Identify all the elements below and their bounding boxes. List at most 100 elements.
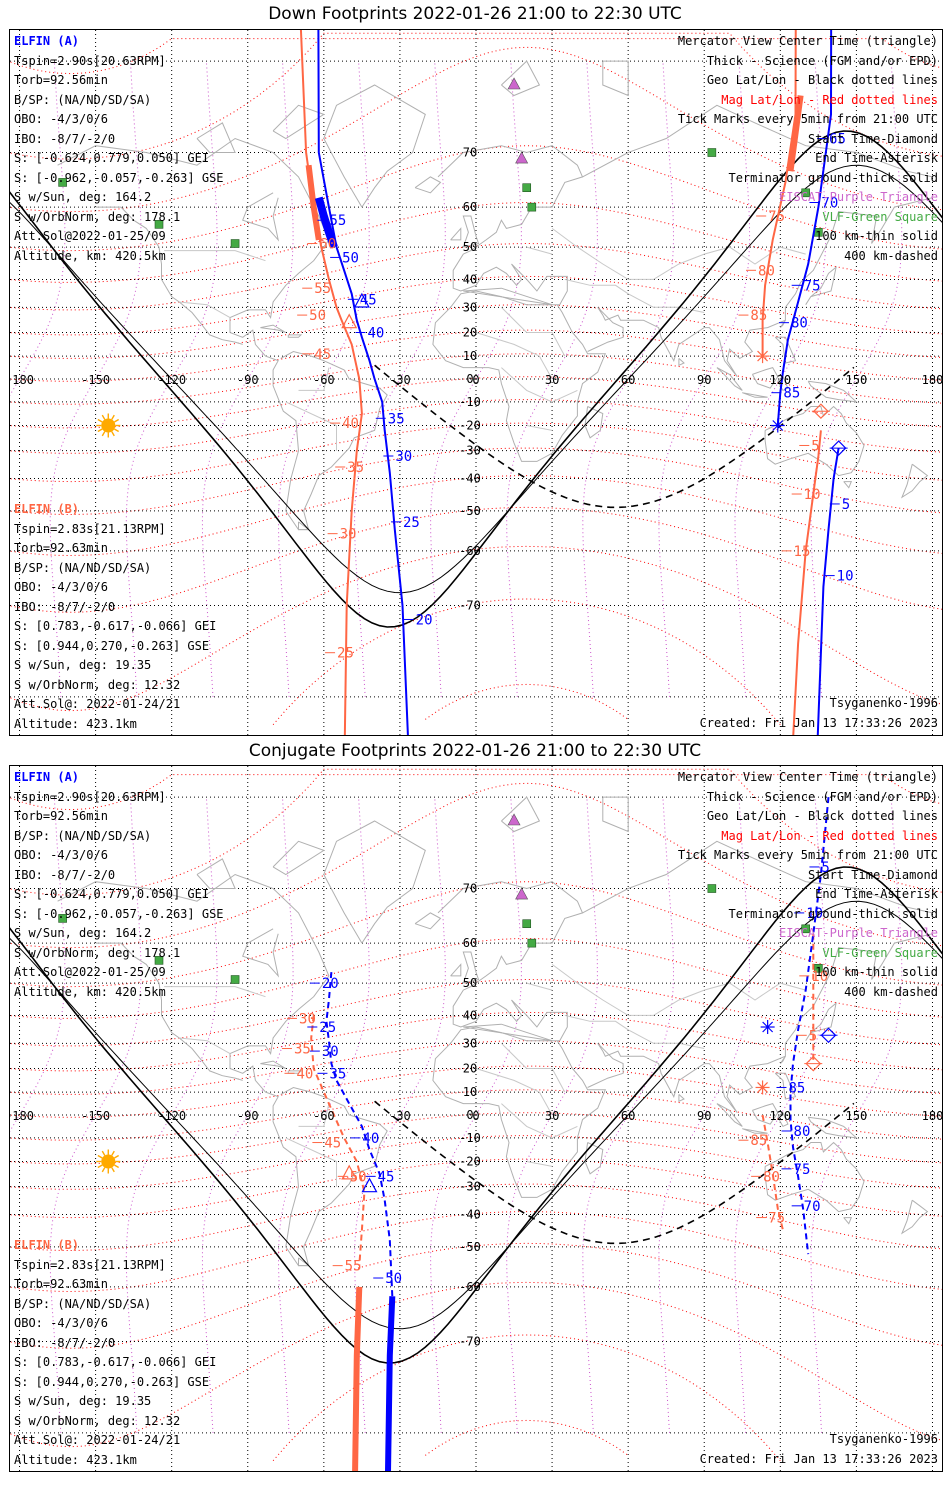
border-line <box>551 963 806 1016</box>
legend-item: Mag Lat/Lon - Red dotted lines <box>721 92 938 107</box>
coastline <box>774 336 797 364</box>
elfin-a-start-diamond <box>820 1027 837 1044</box>
mag-lat-line <box>272 1334 781 1462</box>
sun-ray <box>111 1167 115 1173</box>
vlf-square <box>230 975 240 984</box>
sun-icon <box>96 413 121 438</box>
terminator-ground <box>10 866 942 1364</box>
elfin-a-time-label: 70 <box>821 196 838 212</box>
elfin-a-info-line: Torb=92.56min <box>14 809 108 823</box>
lat-tick-label: -20 <box>459 1155 481 1169</box>
geo-grid <box>10 766 942 1471</box>
border-line <box>285 1137 337 1187</box>
coastline <box>323 84 426 208</box>
coastline <box>260 1060 287 1069</box>
legend-item: 400 km-dashed <box>844 248 938 263</box>
elfin-b-end-asterisk <box>757 350 768 362</box>
elfin-b-info-line: S: [0.783,-0.617,-0.066] GEI <box>14 619 217 633</box>
vlf-square <box>527 202 537 212</box>
mag-lat-line <box>425 683 629 720</box>
vlf-square <box>58 178 67 187</box>
coastline <box>272 104 325 140</box>
legend-item: Start Time-Diamond <box>807 131 938 146</box>
elfin-a-info: ELFIN (A) Tspin=2.90s[20.63RPM] Torb=92.56… <box>14 768 224 1002</box>
terminators <box>10 866 942 1364</box>
coastline <box>751 367 779 389</box>
vlf-square <box>527 938 537 948</box>
elfin-a-time-label: 85 <box>788 1080 805 1096</box>
elfin-a-info-line: OBO: -4/3/0/6 <box>14 112 108 126</box>
lat-tick-label: -10 <box>459 395 481 409</box>
coastline <box>587 197 933 378</box>
lon-tick-label: 0 <box>472 1109 479 1123</box>
elfin-b-info-line: Tspin=2.83s[21.13RPM] <box>14 521 166 536</box>
coastlines <box>57 60 933 531</box>
elfin-b-time-label: 5 <box>811 438 819 454</box>
coastline <box>287 1070 303 1074</box>
mag-lat-line <box>10 275 942 336</box>
elfin-b-time-label: 80 <box>758 263 775 279</box>
mag-lat-line <box>10 145 942 252</box>
coastline <box>602 796 629 833</box>
lon-tick-label: -180 <box>10 1109 34 1123</box>
mag-lat-line <box>10 1011 942 1072</box>
elfin-a-info-line: S: [-0.962,-0.057,-0.263] GSE <box>14 906 224 921</box>
elfin-b-time-label: 85 <box>750 308 767 324</box>
elfin-b-time-label: 35 <box>347 460 364 476</box>
elfin-b-info: ELFIN (B) Tspin=2.83s[21.13RPM] Torb=92.63… <box>14 1236 216 1470</box>
eiscat-triangle <box>507 77 521 90</box>
sun-ray <box>97 1154 103 1159</box>
lon-tick-label: -30 <box>389 1109 411 1123</box>
elfin-b-info-line: B/SP: (NA/ND/SD/SA) <box>14 560 152 575</box>
border-line <box>298 1103 330 1127</box>
elfin-b-start-diamond <box>813 403 829 420</box>
sun-ray <box>111 414 115 420</box>
elfin-a-info-line: S: [-0.962,-0.057,-0.263] GSE <box>14 170 224 185</box>
terminator-100km <box>10 900 942 1330</box>
legend-item: EISCAT-Purple Triangle <box>779 190 938 204</box>
elfin-b-time-label: 50 <box>309 308 326 324</box>
lon-tick-label: 150 <box>846 373 868 387</box>
panel-title-down: Down Footprints 2022-01-26 21:00 to 22:3… <box>268 4 682 24</box>
coastline <box>742 392 768 398</box>
border-line <box>475 1068 553 1116</box>
elfin-b-time-label: 30 <box>299 1011 316 1027</box>
lon-tick-label: 90 <box>697 373 711 387</box>
legend-item: Tick Marks every 5min from 21:00 UTC <box>677 112 938 126</box>
border-line <box>526 246 553 255</box>
elfin-a-info-line: Torb=92.56min <box>14 73 108 87</box>
elfin-a-info-line: S w/Sun, deg: 164.2 <box>14 926 152 940</box>
sun-ray <box>113 1164 120 1169</box>
coastline <box>764 405 865 477</box>
coastline <box>602 60 629 97</box>
lon-tick-label: 60 <box>621 373 635 387</box>
sun-ray <box>111 1150 115 1156</box>
lat-tick-label: -60 <box>459 1280 481 1294</box>
coastline <box>260 324 287 333</box>
eiscat-triangle <box>507 813 521 826</box>
lat-tick-label: 0 <box>466 1108 473 1122</box>
coastline <box>462 215 480 248</box>
elfin-a-header: ELFIN (A) <box>14 770 80 784</box>
border-line <box>285 401 337 451</box>
sun-disc <box>101 1154 116 1169</box>
elfin-a-track <box>789 797 830 1255</box>
lat-tick-label: 20 <box>463 325 477 339</box>
elfin-a-start-diamond <box>830 440 847 456</box>
elfin-b-info-line: OBO: -4/3/0/6 <box>14 580 108 594</box>
coastline <box>716 367 743 391</box>
border-line <box>501 306 566 357</box>
mag-lat-line <box>10 881 942 988</box>
lon-tick-label: 30 <box>545 1109 559 1123</box>
mag-lat-line <box>425 1419 629 1456</box>
elfin-a-info-line: OBO: -4/3/0/6 <box>14 848 108 862</box>
mag-lat-line <box>10 422 942 483</box>
border-line <box>179 301 231 319</box>
mag-lat-line <box>272 598 781 726</box>
mag-lat-line <box>10 1242 942 1349</box>
coastline <box>242 928 280 978</box>
coastline <box>584 1142 604 1175</box>
coastline <box>501 796 541 833</box>
vlf-square <box>814 963 823 973</box>
created-label: Created: Fri Jan 13 17:33:26 2023 <box>699 716 938 730</box>
